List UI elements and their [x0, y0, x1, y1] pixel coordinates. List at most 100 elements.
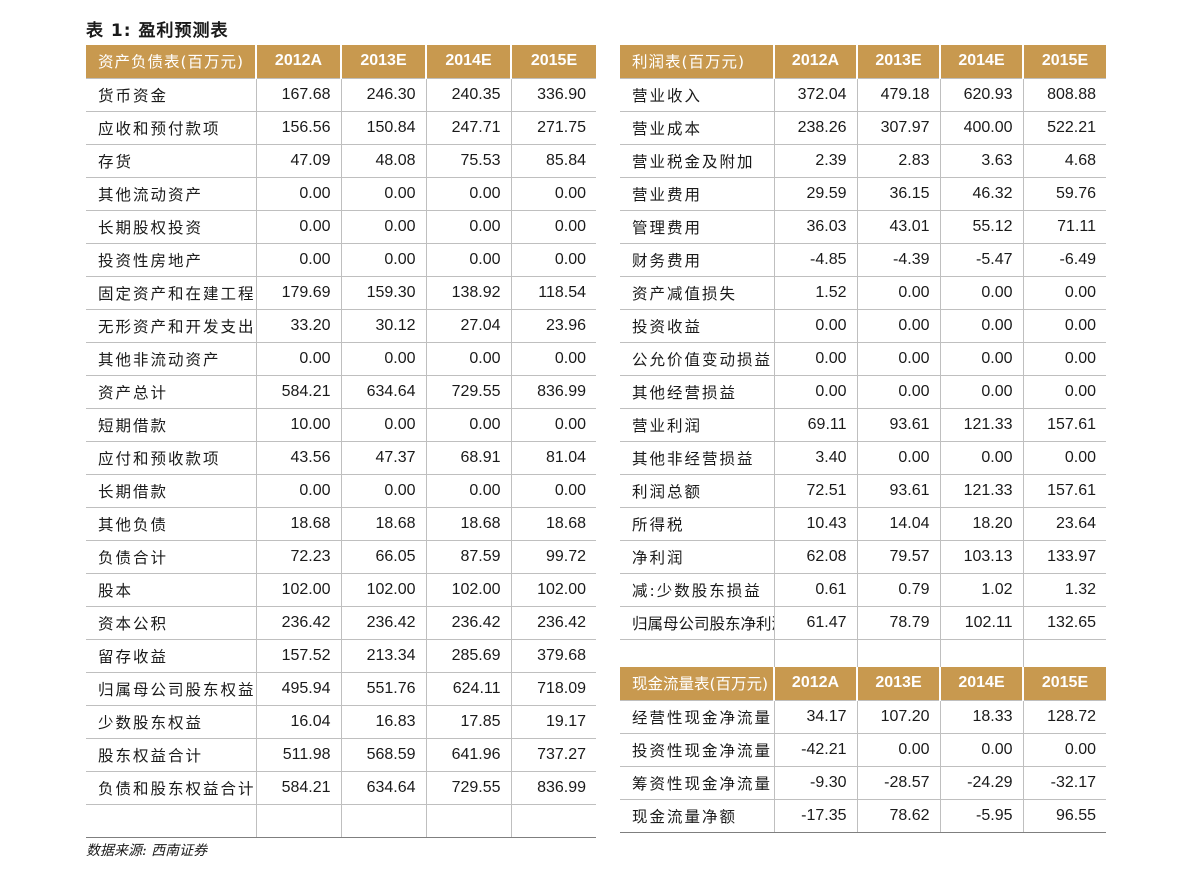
row-label: 其他经营损益 [620, 375, 775, 409]
value-cell: 157.61 [1023, 474, 1106, 508]
value-cell: 132.65 [1023, 606, 1106, 640]
value-cell [511, 804, 596, 838]
table-row: 营业成本 238.26 307.97 400.00 522.21 [620, 111, 1106, 145]
value-cell: 75.53 [426, 144, 512, 178]
value-cell: 102.00 [426, 573, 512, 607]
row-label: 负债合计 [86, 540, 257, 574]
row-label: 无形资产和开发支出 [86, 309, 257, 343]
value-cell: -28.57 [857, 766, 941, 800]
header-row: 资产负债表(百万元) 2012A 2013E 2014E 2015E [86, 45, 596, 79]
table-row: 负债和股东权益合计 584.21 634.64 729.55 836.99 [86, 771, 596, 805]
table-row: 负债合计 72.23 66.05 87.59 99.72 [86, 540, 596, 574]
value-cell: -42.21 [774, 733, 858, 767]
value-cell: 157.52 [256, 639, 342, 673]
value-cell: 66.05 [341, 540, 427, 574]
value-cell: 400.00 [940, 111, 1024, 145]
value-cell: 27.04 [426, 309, 512, 343]
value-cell: 47.37 [341, 441, 427, 475]
value-cell: 72.51 [774, 474, 858, 508]
value-cell: 0.00 [256, 210, 342, 244]
table-row: 其他非流动资产 0.00 0.00 0.00 0.00 [86, 342, 596, 376]
value-cell: 511.98 [256, 738, 342, 772]
table-row: 财务费用 -4.85 -4.39 -5.47 -6.49 [620, 243, 1106, 277]
table-header-label: 资产负债表(百万元) [86, 45, 257, 79]
value-cell: 0.00 [426, 474, 512, 508]
row-label: 其他非流动资产 [86, 342, 257, 376]
table-row: 归属母公司股东权益 495.94 551.76 624.11 718.09 [86, 672, 596, 706]
value-cell: 93.61 [857, 408, 941, 442]
row-label: 其他流动资产 [86, 177, 257, 211]
value-cell: 0.00 [426, 177, 512, 211]
value-cell: 238.26 [774, 111, 858, 145]
row-label: 长期借款 [86, 474, 257, 508]
value-cell: 55.12 [940, 210, 1024, 244]
table-row: 长期股权投资 0.00 0.00 0.00 0.00 [86, 210, 596, 244]
value-cell: 107.20 [857, 700, 941, 734]
value-cell: 0.00 [341, 342, 427, 376]
value-cell: 87.59 [426, 540, 512, 574]
row-label: 公允价值变动损益 [620, 342, 775, 376]
value-cell: 81.04 [511, 441, 596, 475]
table-row: 投资收益 0.00 0.00 0.00 0.00 [620, 309, 1106, 343]
value-cell: -24.29 [940, 766, 1024, 800]
row-label: 少数股东权益 [86, 705, 257, 739]
row-label: 营业成本 [620, 111, 775, 145]
value-cell: 568.59 [341, 738, 427, 772]
year-header: 2014E [426, 45, 512, 79]
table-row: 现金流量净额 -17.35 78.62 -5.95 96.55 [620, 799, 1106, 833]
value-cell: 96.55 [1023, 799, 1106, 833]
value-cell: 0.00 [940, 276, 1024, 310]
row-label: 归属母公司股东权益 [86, 672, 257, 706]
value-cell: 0.00 [857, 375, 941, 409]
value-cell: 19.17 [511, 705, 596, 739]
value-cell: 33.20 [256, 309, 342, 343]
value-cell: 0.00 [857, 342, 941, 376]
row-label: 资本公积 [86, 606, 257, 640]
value-cell: 18.20 [940, 507, 1024, 541]
value-cell: 0.00 [256, 474, 342, 508]
balance-sheet-table: 资产负债表(百万元) 2012A 2013E 2014E 2015E 货币资金 167.68… [86, 45, 596, 838]
value-cell: 0.00 [774, 342, 858, 376]
value-cell: -32.17 [1023, 766, 1106, 800]
value-cell: 16.83 [341, 705, 427, 739]
value-cell: 240.35 [426, 78, 512, 112]
value-cell: 0.00 [1023, 441, 1106, 475]
value-cell: 138.92 [426, 276, 512, 310]
row-label: 存货 [86, 144, 257, 178]
table-row: 营业费用 29.59 36.15 46.32 59.76 [620, 177, 1106, 211]
value-cell: 1.52 [774, 276, 858, 310]
value-cell: 18.68 [341, 507, 427, 541]
value-cell: 0.00 [341, 243, 427, 277]
row-label: 股东权益合计 [86, 738, 257, 772]
value-cell: 93.61 [857, 474, 941, 508]
year-header: 2013E [857, 667, 941, 701]
value-cell: 47.09 [256, 144, 342, 178]
value-cell: 62.08 [774, 540, 858, 574]
value-cell: 43.01 [857, 210, 941, 244]
value-cell: 0.00 [940, 342, 1024, 376]
table-row: 减:少数股东损益 0.61 0.79 1.02 1.32 [620, 573, 1106, 607]
table-row: 股本 102.00 102.00 102.00 102.00 [86, 573, 596, 607]
value-cell: 48.08 [341, 144, 427, 178]
value-cell: 836.99 [511, 771, 596, 805]
value-cell: 307.97 [857, 111, 941, 145]
year-header: 2012A [774, 667, 858, 701]
value-cell: 72.23 [256, 540, 342, 574]
value-cell: 157.61 [1023, 408, 1106, 442]
value-cell: 479.18 [857, 78, 941, 112]
row-label: 资产减值损失 [620, 276, 775, 310]
value-cell: 179.69 [256, 276, 342, 310]
value-cell: 36.15 [857, 177, 941, 211]
value-cell: 0.00 [511, 210, 596, 244]
table-row: 少数股东权益 16.04 16.83 17.85 19.17 [86, 705, 596, 739]
year-header: 2013E [857, 45, 941, 79]
value-cell: 0.00 [426, 210, 512, 244]
year-header: 2014E [940, 45, 1024, 79]
value-cell: -4.39 [857, 243, 941, 277]
value-cell [256, 804, 342, 838]
value-cell: 3.40 [774, 441, 858, 475]
table-row: 长期借款 0.00 0.00 0.00 0.00 [86, 474, 596, 508]
table-row: 公允价值变动损益 0.00 0.00 0.00 0.00 [620, 342, 1106, 376]
table-row: 资产减值损失 1.52 0.00 0.00 0.00 [620, 276, 1106, 310]
value-cell: 156.56 [256, 111, 342, 145]
